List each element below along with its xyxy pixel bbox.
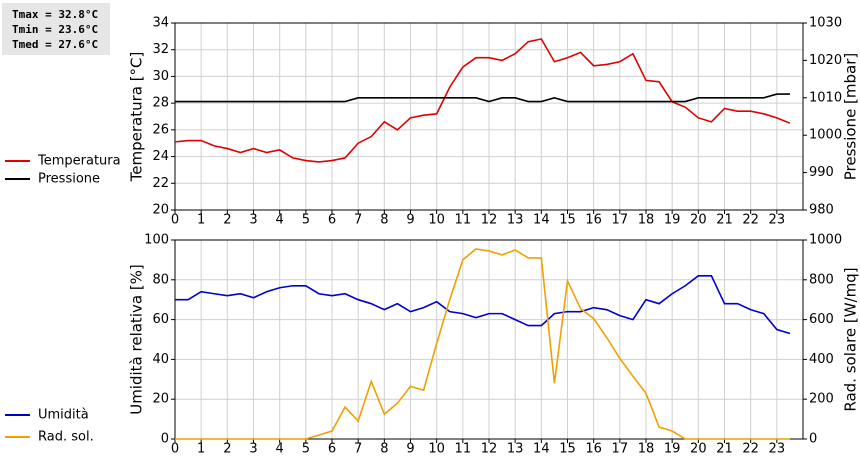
y-tick-label: 30 xyxy=(152,69,169,84)
legend-label: Umidità xyxy=(38,408,89,423)
x-tick-label: 4 xyxy=(276,442,284,457)
y2-tick-label: 1000 xyxy=(809,128,842,143)
y-tick-label: 24 xyxy=(152,149,169,164)
y2-tick-label: 800 xyxy=(809,272,834,287)
y-tick-label: 34 xyxy=(152,16,169,31)
x-tick-label: 13 xyxy=(507,213,524,228)
stats-text: Tmax = 32.8°C xyxy=(12,8,98,21)
y-tick-label: 40 xyxy=(152,352,169,367)
x-tick-label: 5 xyxy=(302,442,310,457)
x-tick-label: 9 xyxy=(406,442,414,457)
legend-label: Pressione xyxy=(38,172,100,187)
x-tick-label: 16 xyxy=(585,442,602,457)
x-tick-label: 1 xyxy=(197,442,205,457)
x-tick-label: 2 xyxy=(223,213,231,228)
x-tick-label: 20 xyxy=(690,213,707,228)
legend-label: Temperatura xyxy=(37,154,121,169)
x-tick-label: 1 xyxy=(197,213,205,228)
x-tick-label: 3 xyxy=(249,213,257,228)
legend-label: Rad. sol. xyxy=(38,430,94,445)
x-tick-label: 20 xyxy=(690,442,707,457)
y2-tick-label: 1030 xyxy=(809,16,842,31)
x-tick-label: 8 xyxy=(380,213,388,228)
plot-frame xyxy=(174,239,804,440)
y2-axis-label: Pressione [mbar] xyxy=(842,53,860,181)
y2-tick-label: 1010 xyxy=(809,90,842,105)
x-tick-label: 12 xyxy=(481,442,498,457)
x-tick-label: 14 xyxy=(533,213,550,228)
x-tick-label: 4 xyxy=(276,213,284,228)
data-line xyxy=(174,38,791,163)
x-tick-label: 7 xyxy=(354,213,362,228)
x-tick-label: 8 xyxy=(380,442,388,457)
x-tick-label: 10 xyxy=(428,213,445,228)
x-tick-label: 0 xyxy=(171,442,179,457)
data-line xyxy=(175,275,791,335)
y-tick-label: 0 xyxy=(161,432,169,447)
x-tick-label: 19 xyxy=(664,442,681,457)
x-tick-label: 17 xyxy=(612,213,629,228)
x-tick-label: 14 xyxy=(533,442,550,457)
y-tick-label: 26 xyxy=(152,122,169,137)
x-tick-label: 18 xyxy=(638,442,655,457)
y2-tick-label: 600 xyxy=(809,312,834,327)
x-tick-label: 2 xyxy=(223,442,231,457)
y-tick-label: 28 xyxy=(152,96,169,111)
x-tick-label: 22 xyxy=(742,442,759,457)
x-tick-label: 10 xyxy=(428,442,445,457)
y-tick-label: 100 xyxy=(144,233,169,248)
x-tick-label: 13 xyxy=(507,442,524,457)
x-tick-label: 23 xyxy=(769,442,786,457)
y2-tick-label: 990 xyxy=(809,165,834,180)
x-tick-label: 11 xyxy=(455,213,472,228)
x-tick-label: 15 xyxy=(559,442,576,457)
y2-tick-label: 1000 xyxy=(809,233,842,248)
data-line xyxy=(175,93,790,103)
x-tick-label: 3 xyxy=(249,442,257,457)
x-tick-label: 6 xyxy=(328,213,336,228)
stats-text: Tmed = 27.6°C xyxy=(12,38,98,51)
x-tick-label: 6 xyxy=(328,442,336,457)
x-tick-label: 5 xyxy=(302,213,310,228)
x-tick-label: 19 xyxy=(664,213,681,228)
y-tick-label: 20 xyxy=(152,392,169,407)
stats-box xyxy=(2,3,110,55)
y-tick-label: 60 xyxy=(152,312,169,327)
y2-tick-label: 1020 xyxy=(809,53,842,68)
y-tick-label: 20 xyxy=(152,203,169,218)
y2-tick-label: 400 xyxy=(809,352,834,367)
x-tick-label: 23 xyxy=(769,213,786,228)
stats-text: Tmin = 23.6°C xyxy=(12,23,98,36)
x-tick-label: 18 xyxy=(638,213,655,228)
x-tick-label: 9 xyxy=(406,213,414,228)
y2-tick-label: 200 xyxy=(809,392,834,407)
x-tick-label: 11 xyxy=(455,442,472,457)
x-tick-label: 22 xyxy=(742,213,759,228)
y2-tick-label: 980 xyxy=(809,203,834,218)
x-tick-label: 21 xyxy=(716,442,733,457)
y-tick-label: 80 xyxy=(152,272,169,287)
y2-tick-label: 0 xyxy=(809,432,817,447)
data-line xyxy=(175,248,790,440)
x-tick-label: 0 xyxy=(171,213,179,228)
x-tick-label: 16 xyxy=(585,213,602,228)
plot-frame xyxy=(174,22,804,211)
x-tick-label: 15 xyxy=(559,213,576,228)
y-axis-label: Temperatura [°C] xyxy=(128,52,146,183)
x-tick-label: 17 xyxy=(612,442,629,457)
x-tick-label: 21 xyxy=(716,213,733,228)
y-tick-label: 22 xyxy=(152,176,169,191)
y2-axis-label: Rad. solare [W/mq] xyxy=(842,267,860,411)
x-tick-label: 7 xyxy=(354,442,362,457)
x-tick-label: 12 xyxy=(481,213,498,228)
y-axis-label: Umidità relativa [%] xyxy=(128,264,146,415)
y-tick-label: 32 xyxy=(152,42,169,57)
